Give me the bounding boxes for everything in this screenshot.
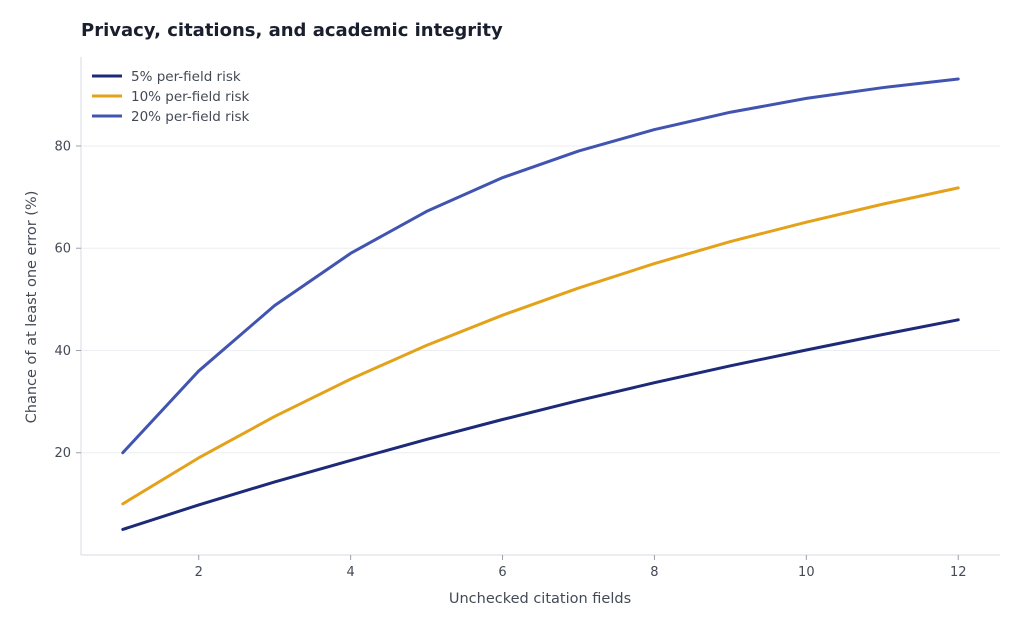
grid-layer [81,145,1000,454]
y-tick-label: 80 [54,139,71,154]
series-layer [121,77,960,531]
y-tick-label: 60 [54,242,71,257]
axes-layer [80,57,1000,556]
series-line-1 [121,318,960,531]
x-tick-label: 4 [346,565,354,580]
y-tick-label: 40 [54,344,71,359]
legend: 5% per-field risk 10% per-field risk 20% p… [92,69,249,125]
x-tick-label: 10 [798,565,815,580]
series-line-3 [121,77,960,455]
y-axis-label: Chance of at least one error (%) [24,191,40,424]
x-tick-label: 2 [195,565,203,580]
x-axis-label: Unchecked citation fields [449,591,631,607]
x-tick-label: 8 [650,565,658,580]
chart-title: Privacy, citations, and academic integri… [81,20,503,41]
x-tick-label: 12 [950,565,967,580]
legend-label-1: 5% per-field risk [131,69,241,85]
legend-label-3: 20% per-field risk [131,109,249,125]
ticks-layer: 20 40 60 80 2 4 6 8 10 12 [54,139,966,580]
series-line-2 [121,186,960,506]
y-tick-label: 20 [54,446,71,461]
x-tick-label: 6 [498,565,506,580]
legend-label-2: 10% per-field risk [131,89,249,105]
